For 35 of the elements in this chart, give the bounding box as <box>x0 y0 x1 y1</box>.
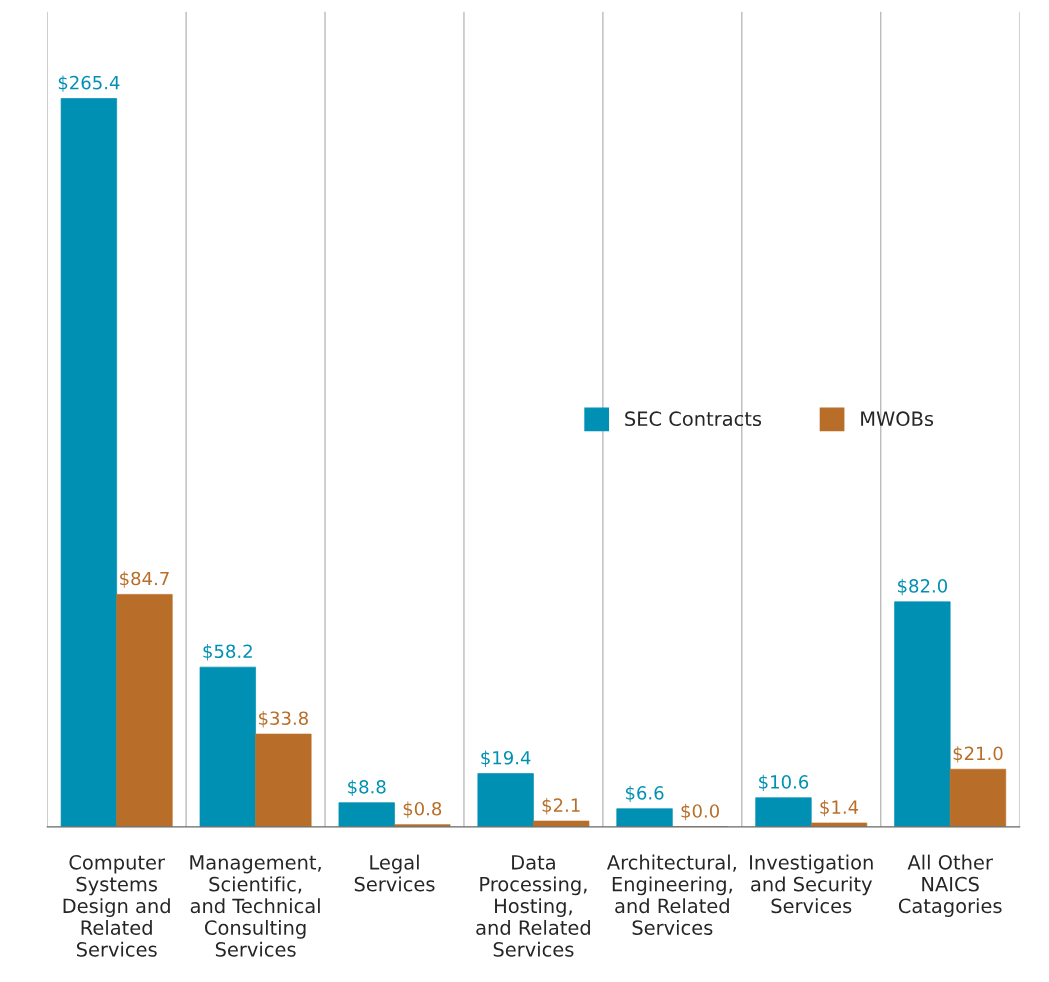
bar <box>810 822 868 827</box>
data-label: $6.6 <box>625 785 664 803</box>
bar <box>60 98 118 827</box>
legend-label: MWOBs <box>861 411 934 427</box>
legend-label: SEC Contracts <box>625 411 762 427</box>
bar <box>116 594 173 827</box>
data-label: $21.0 <box>953 746 1003 763</box>
data-label: $58.2 <box>203 644 252 661</box>
data-label: $8.8 <box>348 779 386 797</box>
x-tick-label: Investigation and Security Services <box>750 854 873 914</box>
x-tick-label: Architectural, Engineering, and Related Services <box>606 854 736 935</box>
x-tick-label: Legal Services <box>354 854 435 892</box>
data-label: $33.8 <box>259 711 308 728</box>
x-tick-label: Data Processing, Hosting, and Related Services <box>476 855 590 957</box>
data-label: $84.7 <box>120 571 169 588</box>
bar <box>199 666 256 827</box>
data-label: $2.1 <box>542 798 580 815</box>
bar <box>755 797 812 827</box>
data-label: $10.6 <box>759 774 809 792</box>
bar <box>616 808 673 827</box>
data-label: $19.4 <box>481 750 531 767</box>
x-tick-label: Management, Scientific, and Technical Consulting Services <box>190 855 321 957</box>
x-tick-label: All Other NAICS Catagories <box>898 854 1002 917</box>
bar <box>338 802 395 827</box>
data-label: $1.4 <box>820 799 859 817</box>
data-label: $0.8 <box>403 801 442 818</box>
bar <box>255 733 312 827</box>
bar <box>477 773 534 827</box>
bar <box>949 768 1007 827</box>
data-label: $265.4 <box>58 75 120 92</box>
bar <box>894 601 951 827</box>
bar <box>533 820 590 827</box>
data-label: $0.0 <box>681 803 720 821</box>
data-label: $82.0 <box>898 578 948 596</box>
x-tick-label: Computer Systems Design and Related Services <box>63 854 170 957</box>
